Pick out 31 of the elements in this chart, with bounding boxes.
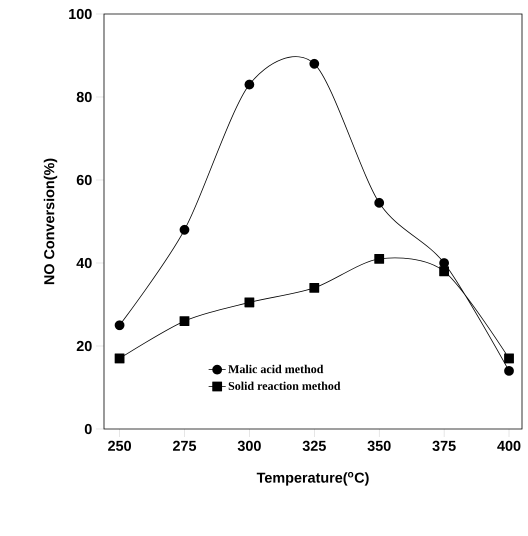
point [244, 80, 254, 90]
y-tick-label: 0 [84, 424, 92, 434]
point [439, 258, 450, 268]
y-tick-label: 60 [76, 174, 92, 186]
x-tick-label: 325 [302, 440, 326, 451]
y-axis-title: NO Conversion(%) [44, 158, 58, 284]
x-tick-label: 375 [432, 440, 456, 451]
point [114, 354, 124, 364]
x-tick-label: 350 [368, 440, 391, 451]
point [374, 254, 384, 264]
point [114, 320, 124, 330]
legend-label: Malic acid method [228, 364, 324, 374]
y-tick-label: 20 [76, 340, 92, 352]
x-tick-label: 400 [497, 440, 520, 451]
point [309, 283, 320, 293]
y-tick-label: 40 [76, 258, 92, 268]
legend-label: Solid reaction method [228, 382, 340, 390]
x-axis-title: Temperature($^{o}$C) [256, 472, 369, 486]
point [180, 316, 190, 326]
x-tick-label: 250 [108, 440, 131, 451]
x-tick-label: 300 [238, 440, 261, 451]
point [180, 224, 190, 235]
point [309, 58, 320, 69]
y-tick-label: 100 [69, 8, 92, 20]
point [439, 266, 450, 276]
point [504, 366, 514, 376]
point [504, 354, 514, 364]
point [374, 198, 384, 208]
y-tick-label: 80 [76, 92, 92, 102]
point [244, 298, 254, 308]
x-tick-label: 275 [172, 440, 196, 451]
